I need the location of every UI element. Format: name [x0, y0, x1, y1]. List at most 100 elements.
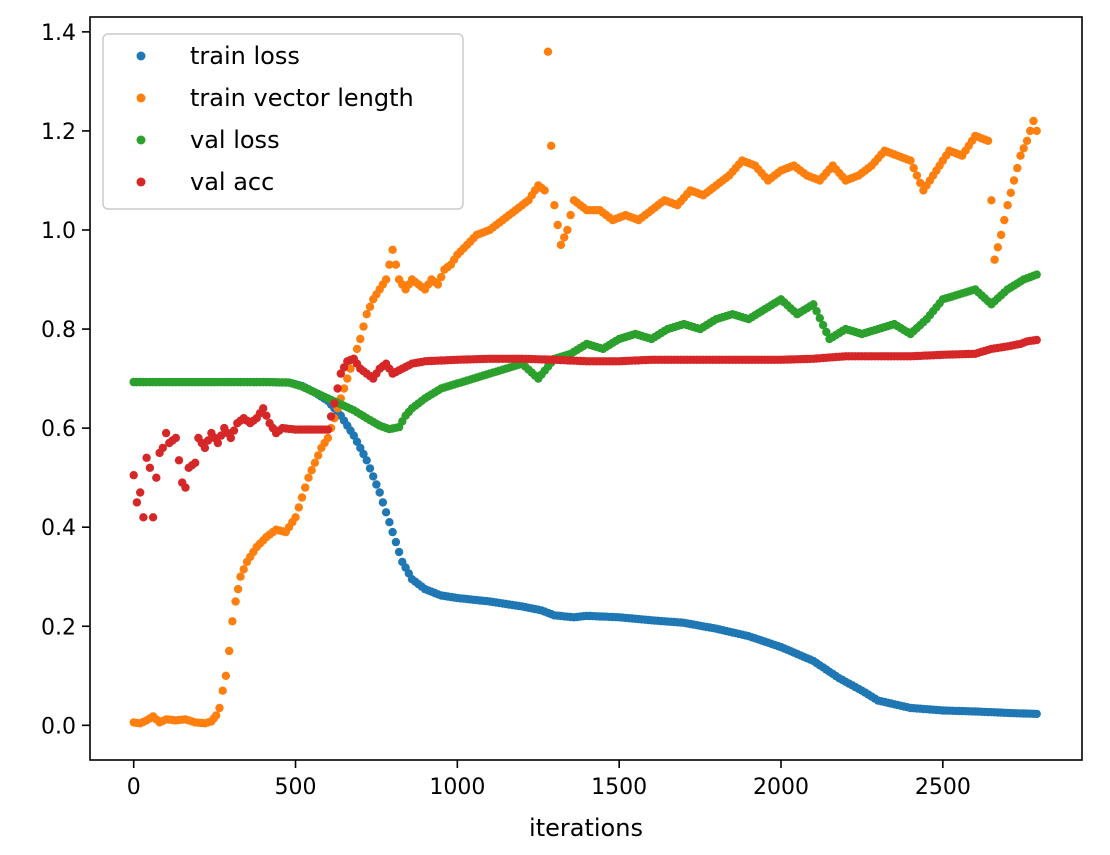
series-val-loss	[129, 270, 1041, 434]
data-point	[336, 369, 345, 378]
x-tick-label: 0	[127, 775, 141, 800]
data-point	[1026, 126, 1035, 136]
data-point	[148, 513, 158, 522]
y-tick-label: 0.0	[41, 714, 76, 739]
y-tick-label: 0.2	[41, 615, 76, 640]
data-point	[1000, 215, 1009, 225]
data-point	[1009, 176, 1019, 185]
legend-marker	[136, 135, 146, 145]
y-tick-label: 1.4	[41, 21, 76, 46]
data-point	[912, 171, 922, 180]
data-point	[388, 245, 397, 254]
data-point	[822, 327, 831, 337]
data-point	[310, 458, 320, 467]
data-point	[343, 374, 352, 383]
data-point	[259, 404, 268, 413]
data-point	[307, 466, 316, 475]
axis-ticks: 0 500 1000 1500 2000 2500 0.0 0.2 0.4 0.6 0.8 1.0 1.…	[41, 21, 971, 800]
data-point	[1032, 335, 1041, 345]
data-point	[216, 431, 226, 440]
series-train-vector-length	[129, 47, 1041, 728]
legend-marker	[136, 177, 146, 187]
data-point	[142, 453, 151, 462]
data-point	[540, 186, 549, 195]
plot-frame	[89, 16, 1083, 761]
data-point	[388, 527, 397, 537]
legend-label: val acc	[190, 168, 274, 196]
x-tick-label: 2500	[915, 775, 971, 800]
data-point	[987, 196, 996, 205]
data-point	[301, 483, 310, 492]
data-point	[236, 572, 245, 581]
data-point	[239, 565, 248, 574]
data-point	[161, 428, 171, 438]
data-point	[1029, 116, 1038, 126]
data-point	[543, 47, 553, 56]
data-point	[226, 433, 235, 443]
data-point	[993, 243, 1002, 252]
legend-label: train loss	[190, 42, 300, 70]
data-point	[297, 493, 307, 502]
data-point	[385, 260, 394, 269]
data-point	[228, 617, 237, 626]
data-point	[550, 201, 559, 210]
data-point	[547, 141, 556, 150]
data-point	[218, 686, 227, 695]
data-point	[563, 225, 572, 235]
data-points	[129, 47, 1041, 728]
legend-label: val loss	[190, 126, 280, 154]
data-point	[181, 483, 190, 492]
data-point	[323, 433, 333, 443]
data-point	[200, 443, 210, 453]
data-point	[152, 473, 161, 482]
legend-label: train vector length	[190, 84, 414, 112]
data-point	[145, 463, 155, 472]
data-point	[433, 280, 443, 289]
data-point	[909, 163, 918, 173]
y-tick-label: 1.0	[41, 219, 76, 244]
x-tick-label: 1000	[429, 775, 485, 800]
data-point	[1019, 144, 1028, 153]
data-point	[132, 498, 142, 507]
data-point	[294, 503, 303, 512]
data-point	[171, 433, 180, 443]
series-val-acc	[129, 335, 1041, 522]
data-point	[158, 443, 167, 453]
data-point	[394, 547, 404, 557]
data-point	[330, 399, 339, 408]
data-point	[174, 456, 184, 465]
x-tick-label: 1500	[591, 775, 647, 800]
data-point	[391, 537, 401, 547]
data-point	[556, 240, 566, 250]
data-point	[356, 443, 365, 453]
data-point	[359, 449, 368, 459]
data-point	[314, 451, 323, 460]
data-point	[391, 260, 401, 269]
data-point	[212, 711, 221, 720]
data-point	[326, 412, 336, 421]
data-point	[225, 646, 234, 656]
y-tick-label: 1.2	[41, 120, 76, 145]
data-point	[229, 426, 239, 435]
legend-marker	[136, 93, 146, 103]
data-point	[362, 456, 371, 465]
data-point	[983, 136, 993, 145]
data-point	[233, 584, 243, 594]
data-point	[213, 438, 222, 448]
data-point	[1003, 201, 1012, 210]
data-point	[553, 220, 562, 230]
data-point	[1013, 163, 1022, 173]
y-tick-label: 0.8	[41, 318, 76, 343]
x-tick-label: 2000	[753, 775, 809, 800]
data-point	[346, 364, 355, 373]
data-point	[129, 471, 138, 480]
data-point	[339, 384, 349, 393]
data-point	[812, 307, 821, 316]
data-point	[815, 314, 824, 323]
x-axis-label: iterations	[529, 814, 643, 842]
data-point	[385, 518, 394, 527]
y-tick-label: 0.6	[41, 417, 76, 442]
data-point	[560, 233, 569, 242]
x-tick-label: 500	[275, 775, 317, 800]
data-point	[136, 488, 145, 497]
